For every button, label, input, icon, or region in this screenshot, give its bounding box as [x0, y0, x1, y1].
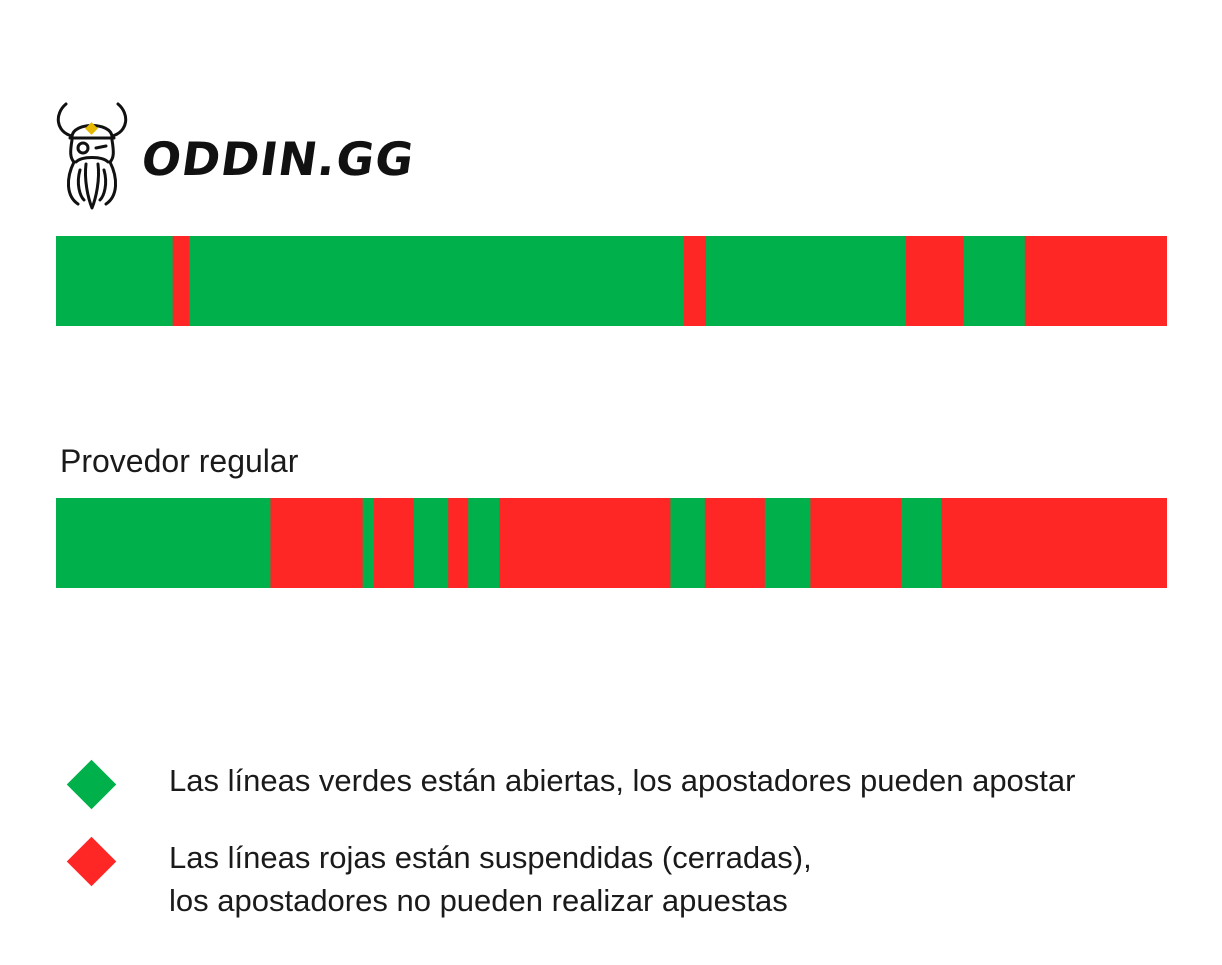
oddin-status-bar-svg [56, 236, 1167, 326]
bar-segment-open [413, 498, 449, 588]
bar-segment-open [963, 236, 1026, 326]
legend-open: Las líneas verdes están abiertas, los ap… [66, 759, 1076, 810]
bar-segment-open [56, 236, 174, 326]
bar-segment-open [362, 498, 375, 588]
bar-segment-open [705, 236, 907, 326]
bar-segment-open [670, 498, 706, 588]
legend-suspended-line-1: Las líneas rojas están suspendidas (cerr… [169, 840, 812, 875]
regular-provider-status-bar [56, 498, 1167, 588]
bar-segment-open [468, 498, 500, 588]
regular-provider-label: Provedor regular [60, 443, 299, 479]
bar-segment-suspended [172, 236, 190, 326]
bar-segment-suspended [499, 498, 671, 588]
bar-segment-open [56, 498, 271, 588]
legend-suspended: Las líneas rojas están suspendidas (cerr… [66, 836, 812, 922]
bar-segment-suspended [810, 498, 902, 588]
legend-suspended-line-2: los apostadores no pueden realizar apues… [169, 883, 788, 918]
bar-segment-open [764, 498, 811, 588]
bar-segment-open [189, 236, 685, 326]
red-diamond-icon [66, 836, 117, 887]
brand-logo: ODDIN.GG [52, 100, 418, 212]
bar-segment-open [901, 498, 942, 588]
green-diamond-icon [66, 759, 117, 810]
bar-segment-suspended [941, 498, 1167, 588]
bar-segment-suspended [373, 498, 415, 588]
bar-segment-suspended [905, 236, 965, 326]
legend-open-text: Las líneas verdes están abiertas, los ap… [169, 763, 1076, 798]
oddin-status-bar [56, 236, 1167, 326]
bar-segment-suspended [683, 236, 707, 326]
bar-segment-suspended [1024, 236, 1167, 326]
bar-segment-suspended [704, 498, 766, 588]
brand-name: ODDIN.GG [138, 132, 418, 186]
regular-provider-status-bar-svg [56, 498, 1167, 588]
viking-head-icon [56, 102, 128, 210]
legend-suspended-text: Las líneas rojas están suspendidas (cerr… [169, 836, 812, 922]
bar-segment-suspended [270, 498, 364, 588]
bar-segment-suspended [448, 498, 469, 588]
